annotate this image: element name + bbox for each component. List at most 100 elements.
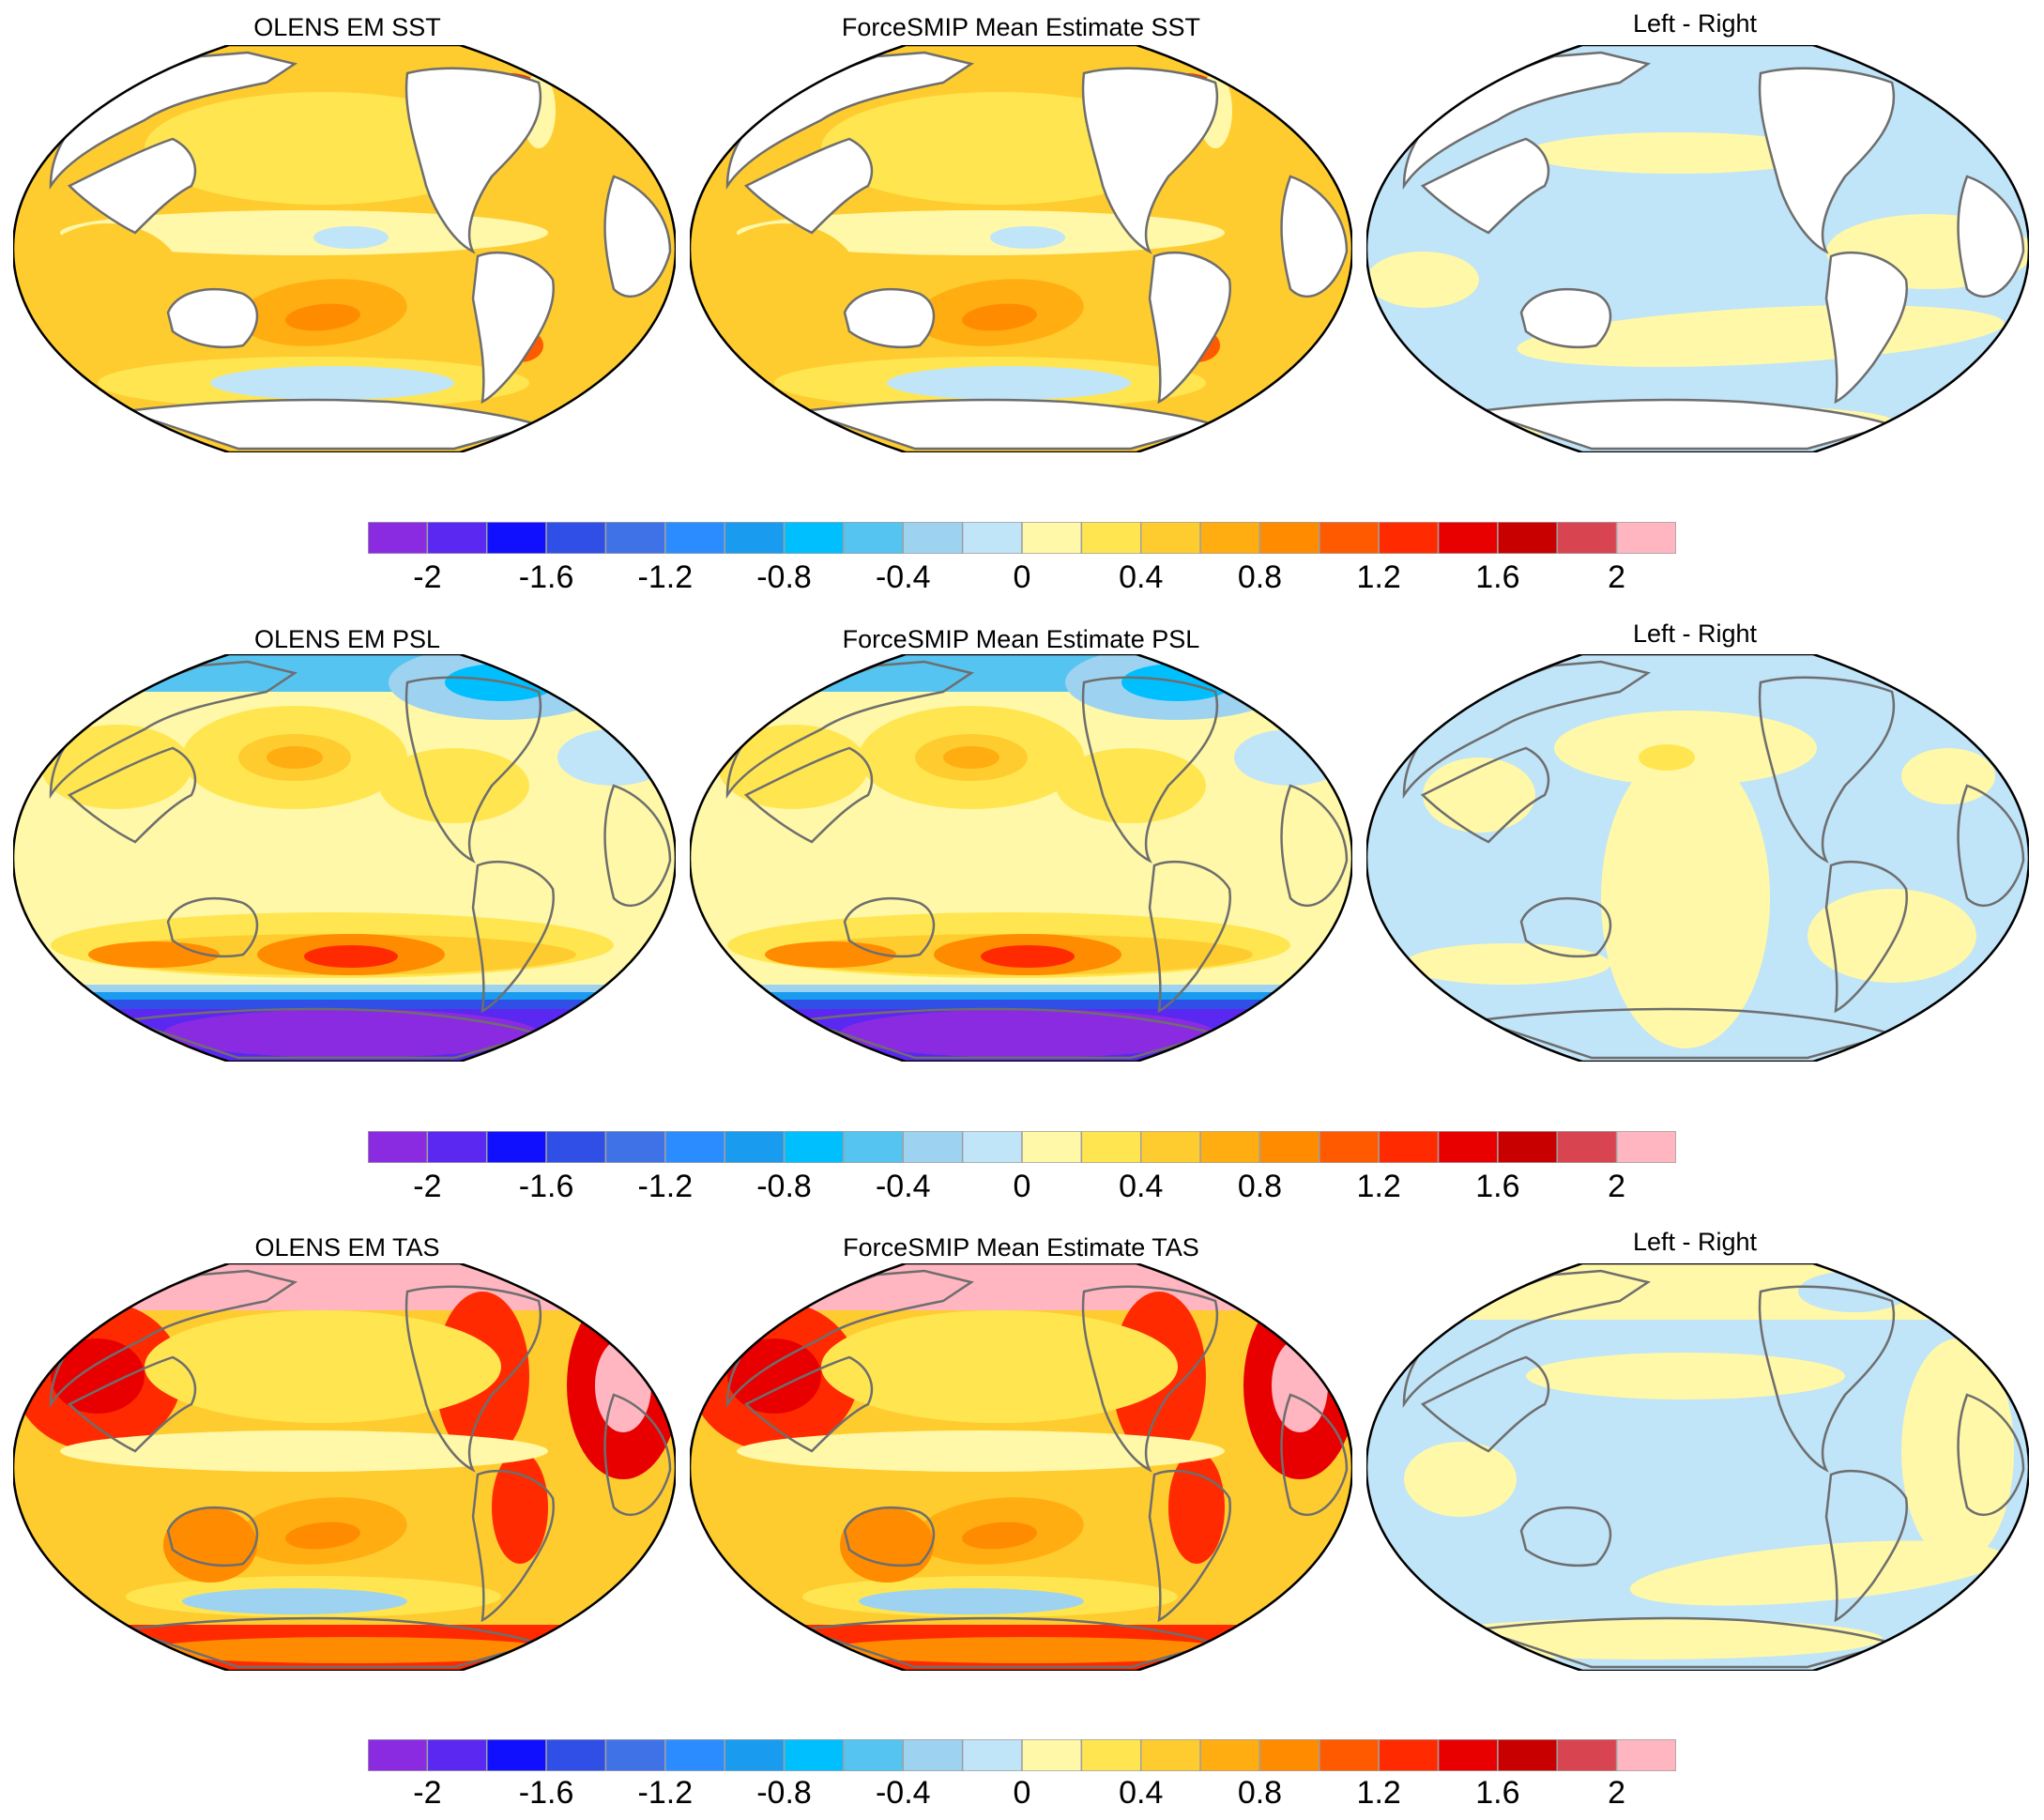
field-contour bbox=[492, 1451, 548, 1564]
panel-title-psl-diff: Left - Right bbox=[1632, 619, 1758, 648]
panel-title-psl-olens: OLENS EM PSL bbox=[253, 625, 441, 653]
colorbar-swatch bbox=[545, 522, 607, 554]
land-mask bbox=[845, 289, 934, 347]
colorbar-swatch bbox=[1258, 522, 1320, 554]
land-mask bbox=[473, 252, 554, 402]
colorbar-swatch bbox=[1258, 1739, 1320, 1771]
colorbar-swatch bbox=[902, 522, 964, 554]
coastline bbox=[1081, 67, 1219, 254]
colorbar-swatch bbox=[1497, 1131, 1559, 1163]
colorbar-tick-label: -1.2 bbox=[637, 559, 694, 595]
colorbar-tick-label: 2 bbox=[1608, 559, 1626, 595]
coastline bbox=[125, 398, 543, 451]
coastline bbox=[166, 896, 259, 958]
colorbar-swatch bbox=[1556, 1739, 1618, 1771]
colorbar-swatch bbox=[783, 1131, 845, 1163]
colorbar-swatch bbox=[545, 1131, 607, 1163]
coastline bbox=[603, 175, 672, 298]
map-sst-forcesmip bbox=[690, 45, 1352, 452]
land-mask bbox=[406, 68, 541, 252]
field-contour bbox=[379, 748, 529, 823]
colorbar-swatch bbox=[783, 522, 845, 554]
colorbar-tick-label: 0 bbox=[1013, 559, 1031, 595]
field-contour bbox=[1404, 943, 1610, 985]
colorbar-swatch bbox=[664, 522, 725, 554]
coastline bbox=[1478, 398, 1897, 451]
colorbar-tick-label: -2 bbox=[413, 1169, 442, 1204]
coastline bbox=[1957, 175, 2025, 298]
land-mask bbox=[1150, 252, 1230, 402]
map-psl-forcesmip bbox=[690, 654, 1352, 1062]
field-contour bbox=[943, 746, 999, 769]
field-contour bbox=[962, 303, 1037, 331]
colorbar-swatch bbox=[1139, 1739, 1201, 1771]
colorbar-tick-label: -2 bbox=[413, 1775, 442, 1811]
field-contour bbox=[859, 1588, 1084, 1614]
colorbar-swatch bbox=[545, 1739, 607, 1771]
field-contour bbox=[51, 1338, 145, 1414]
panel-title-sst-diff: Left - Right bbox=[1632, 9, 1758, 38]
field-contour bbox=[690, 1263, 1352, 1310]
coastline bbox=[1280, 1393, 1349, 1517]
colorbar-swatch bbox=[724, 1131, 786, 1163]
coastline bbox=[801, 398, 1220, 451]
coastline bbox=[1824, 1470, 1909, 1623]
field-contour bbox=[145, 1637, 557, 1663]
colorbar-swatch bbox=[843, 1739, 905, 1771]
colorbar-swatch bbox=[368, 1131, 429, 1163]
field-contour bbox=[1366, 252, 1479, 308]
coastline bbox=[67, 746, 197, 844]
colorbar-swatch bbox=[664, 1131, 725, 1163]
field-contour bbox=[285, 1522, 360, 1550]
field-contour bbox=[13, 654, 676, 692]
land-mask bbox=[69, 139, 195, 233]
field-contour bbox=[595, 1338, 651, 1432]
land-mask bbox=[1404, 53, 1648, 186]
colorbar-swatch bbox=[961, 1739, 1023, 1771]
colorbar-swatch bbox=[1497, 522, 1559, 554]
land-mask bbox=[1479, 400, 1892, 449]
coastline bbox=[1420, 746, 1550, 844]
colorbar-tick-label: 1.2 bbox=[1356, 1775, 1401, 1811]
map-sst-olens bbox=[13, 45, 676, 452]
field-contour bbox=[821, 1637, 1234, 1663]
colorbar-tick-label: -1.6 bbox=[518, 559, 574, 595]
colorbar-tick-label: -0.4 bbox=[875, 1169, 931, 1204]
field-contour bbox=[60, 1430, 548, 1472]
colorbar-tick-label: -0.4 bbox=[875, 559, 931, 595]
colorbar-swatch bbox=[1615, 522, 1676, 554]
field-contour bbox=[285, 303, 360, 331]
field-contour bbox=[709, 223, 859, 336]
colorbar-tick-label: 0.4 bbox=[1119, 559, 1164, 595]
map-frame bbox=[13, 45, 676, 452]
colorbar-tick-label: -0.8 bbox=[756, 559, 812, 595]
colorbar-tick-label: -1.2 bbox=[637, 1775, 694, 1811]
coastline bbox=[1148, 861, 1232, 1014]
colorbar-swatch bbox=[724, 1739, 786, 1771]
field-contour bbox=[690, 654, 1352, 692]
colorbar-tick-label: 0 bbox=[1013, 1775, 1031, 1811]
map-frame bbox=[690, 654, 1352, 1062]
coastline bbox=[1420, 1355, 1550, 1453]
map-psl-olens bbox=[13, 654, 676, 1062]
field-contour bbox=[737, 1430, 1225, 1472]
colorbar-swatch bbox=[426, 1131, 488, 1163]
colorbar-swatch bbox=[1437, 1131, 1499, 1163]
panel-title-psl-forcesmip: ForceSMIP Mean Estimate PSL bbox=[842, 625, 1200, 653]
colorbar-swatch bbox=[1021, 1739, 1083, 1771]
field-contour bbox=[304, 945, 398, 968]
coastline bbox=[471, 252, 556, 405]
colorbar-swatch bbox=[1319, 1739, 1380, 1771]
field-contour bbox=[1366, 1263, 2029, 1320]
panel-title-tas-diff: Left - Right bbox=[1632, 1228, 1758, 1256]
colorbar-tick-label: -1.6 bbox=[518, 1169, 574, 1204]
colorbar-swatch bbox=[485, 522, 547, 554]
field-contour bbox=[1168, 1451, 1225, 1564]
colorbar-swatch bbox=[724, 522, 786, 554]
coastline bbox=[404, 67, 542, 254]
coastline bbox=[1758, 1285, 1896, 1473]
colorbar-swatch bbox=[1080, 1739, 1142, 1771]
coastline bbox=[1824, 861, 1909, 1014]
coastline bbox=[603, 784, 672, 908]
colorbar-swatch bbox=[1199, 1131, 1261, 1163]
